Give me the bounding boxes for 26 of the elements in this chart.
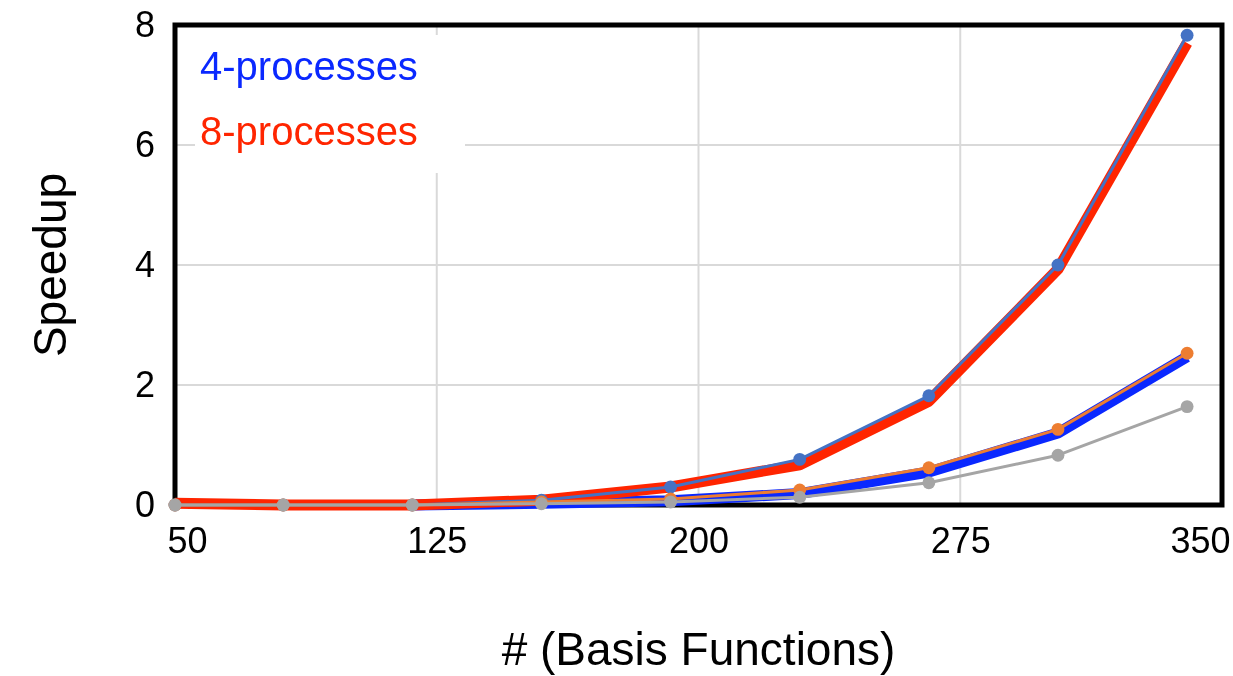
x-tick-label: 350: [1170, 519, 1231, 561]
point: [793, 490, 807, 504]
text: 4-processes: [200, 44, 418, 88]
y-tick-label: 4: [134, 244, 155, 286]
x-tick-label: 125: [407, 519, 468, 561]
point: [922, 476, 936, 490]
point: [1180, 400, 1194, 414]
point: [922, 461, 936, 475]
text: 8-processes: [200, 109, 418, 153]
x-tick-label: 200: [668, 519, 730, 561]
point: [793, 452, 807, 466]
point: [1180, 28, 1194, 42]
point: [1051, 448, 1065, 462]
y-tick-label: 6: [134, 124, 155, 166]
point: [1051, 422, 1065, 436]
x-tick-label: 275: [930, 519, 991, 561]
x-tick-label: 50: [167, 519, 208, 561]
point: [922, 389, 936, 403]
point: [1180, 346, 1194, 360]
y-tick-label: 2: [134, 364, 155, 406]
y-tick-label: 8: [134, 4, 155, 46]
x-axis-title: # (Basis Functions): [501, 623, 896, 675]
point: [664, 480, 678, 494]
point: [1051, 258, 1065, 272]
y-tick-label: 0: [134, 484, 155, 526]
y-axis-title: Speedup: [24, 172, 76, 358]
